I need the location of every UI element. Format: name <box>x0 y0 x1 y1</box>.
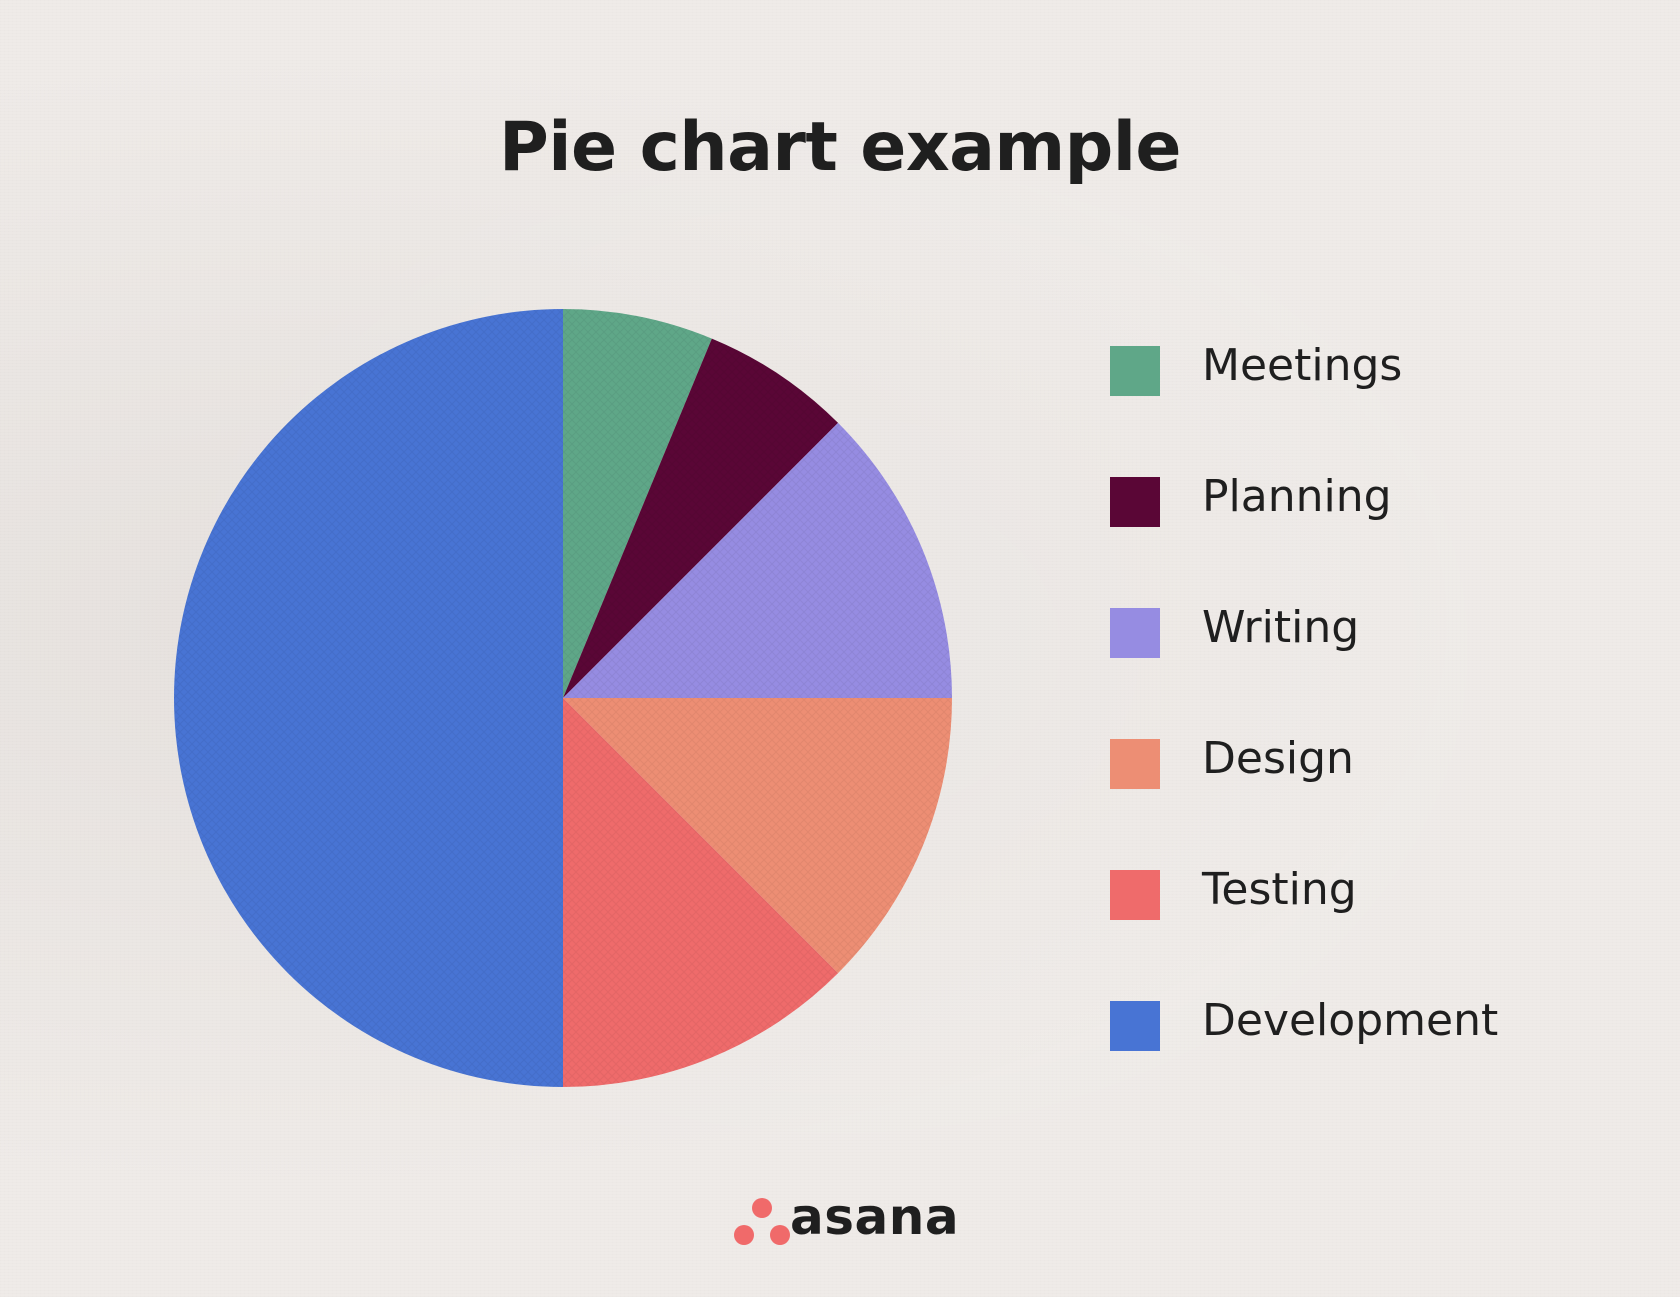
legend-label-planning: Planning <box>1202 471 1392 522</box>
legend-item-planning: Planning <box>1110 471 1530 527</box>
pie-slice-texture-development <box>174 309 563 1087</box>
legend-label-testing: Testing <box>1202 864 1357 915</box>
legend-label-meetings: Meetings <box>1202 340 1403 391</box>
legend-swatch-writing <box>1110 608 1160 658</box>
legend-label-design: Design <box>1202 733 1354 784</box>
pie-slice-texture-meetings <box>563 309 712 698</box>
legend-label-writing: Writing <box>1202 602 1360 653</box>
pie-slice-texture-writing <box>563 422 952 698</box>
brand-name: asana <box>790 1188 960 1246</box>
legend-item-design: Design <box>1110 733 1530 789</box>
pie-slice-texture-planning <box>563 338 839 698</box>
pie-slice-texture-design <box>563 698 952 974</box>
legend-swatch-meetings <box>1110 346 1160 396</box>
legend-swatch-development <box>1110 1001 1160 1051</box>
legend-item-meetings: Meetings <box>1110 340 1530 396</box>
pie-slice-texture-testing <box>563 698 839 1087</box>
legend-swatch-design <box>1110 739 1160 789</box>
asana-brand: asana <box>734 1188 964 1256</box>
legend-swatch-testing <box>1110 870 1160 920</box>
legend-item-development: Development <box>1110 995 1530 1051</box>
legend-item-writing: Writing <box>1110 602 1530 658</box>
legend-label-development: Development <box>1202 995 1499 1046</box>
legend-swatch-planning <box>1110 477 1160 527</box>
chart-title: Pie chart example <box>499 108 1181 187</box>
legend-item-testing: Testing <box>1110 864 1530 920</box>
